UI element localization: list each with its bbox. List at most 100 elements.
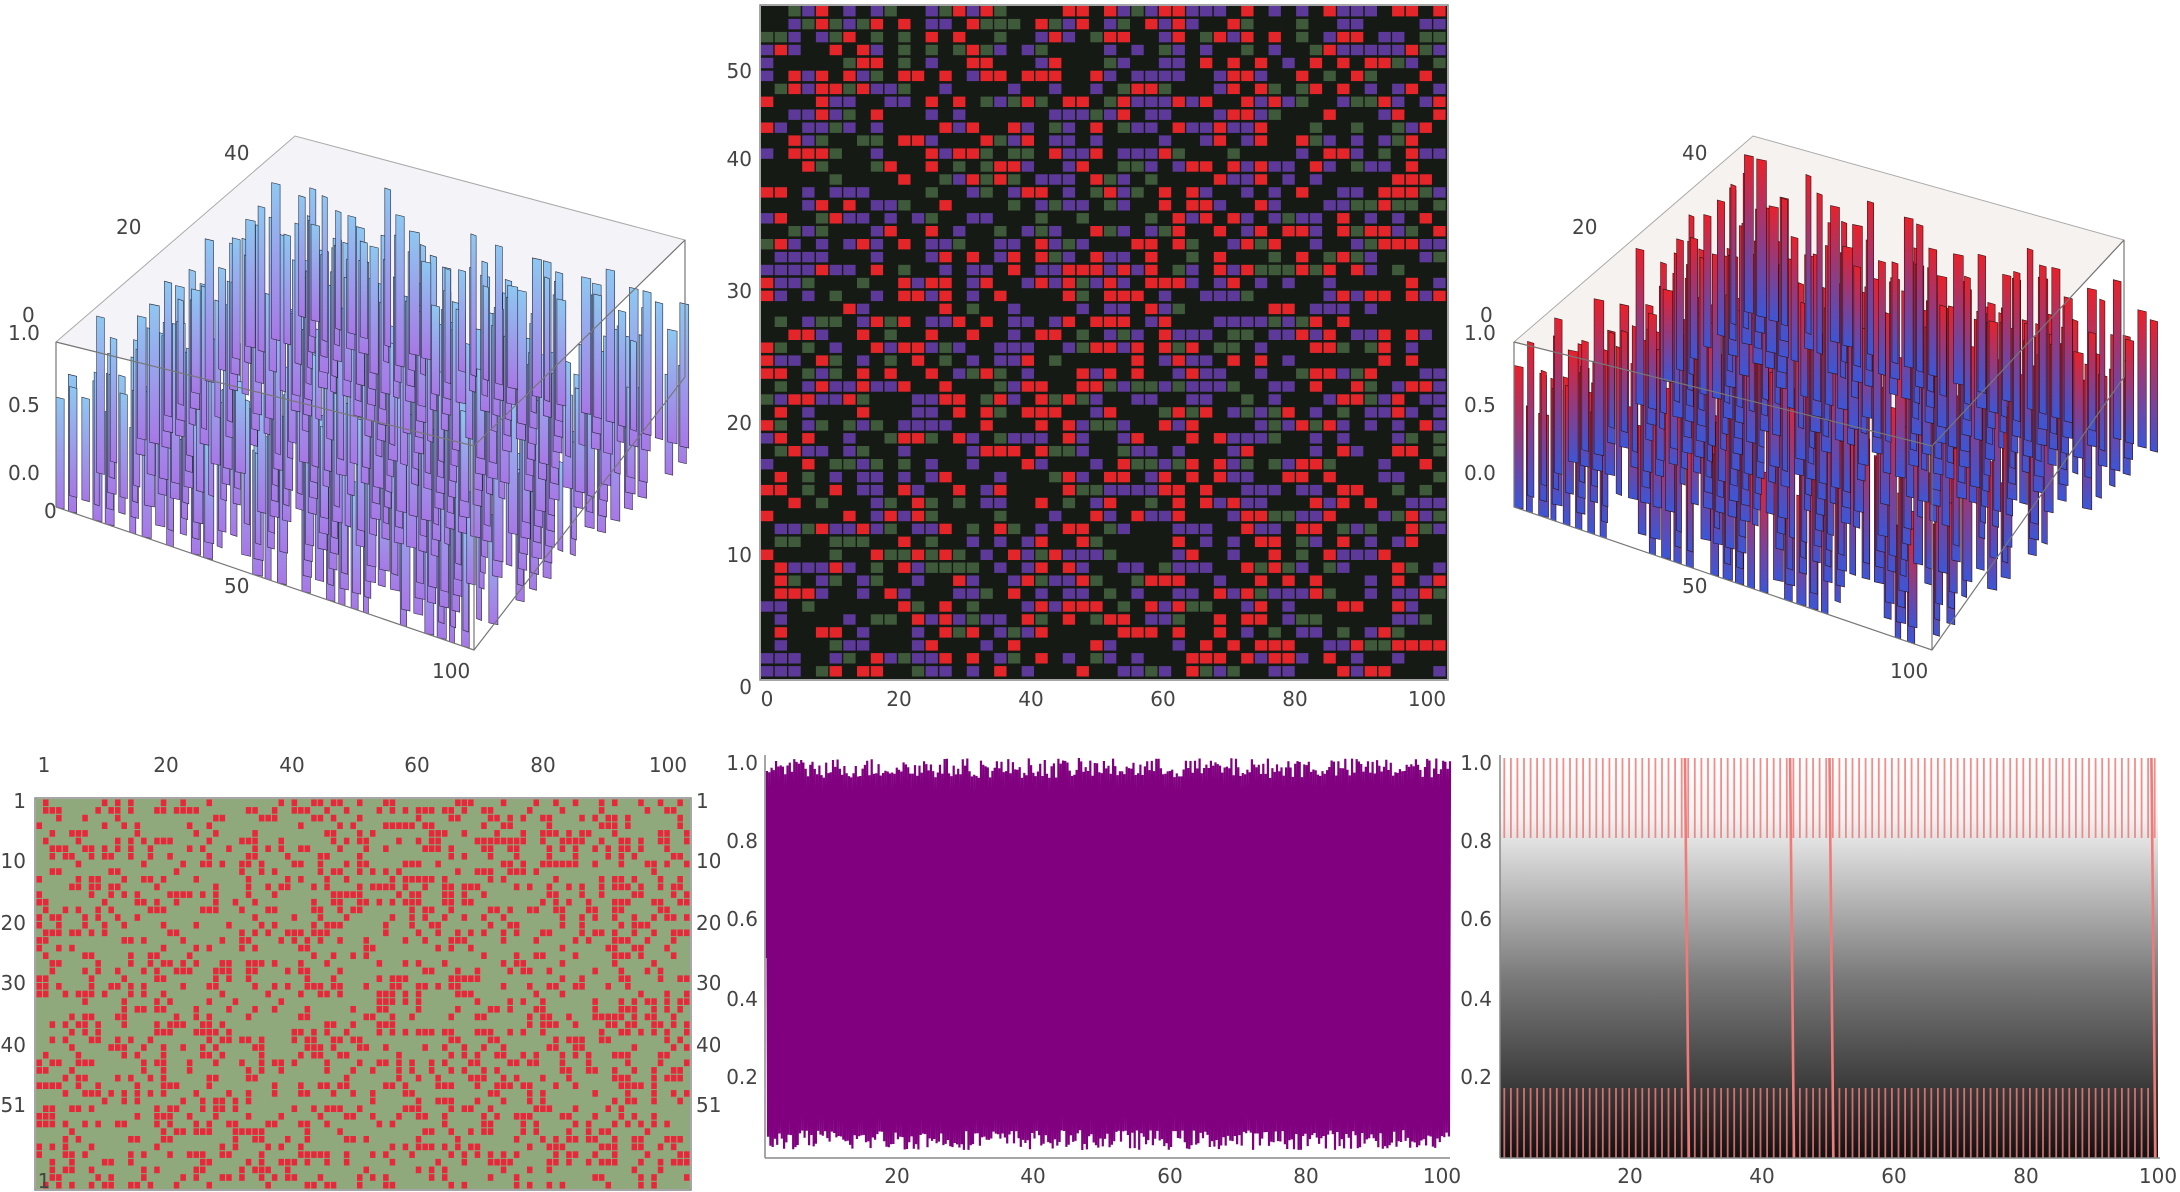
array-cell — [402, 990, 409, 998]
density-cell — [1062, 251, 1076, 263]
density-cell — [911, 290, 925, 302]
array-cell — [376, 975, 383, 982]
array-cell — [278, 845, 284, 852]
array-cell — [363, 1013, 369, 1021]
array-cell — [612, 906, 618, 914]
density-cell — [1419, 239, 1432, 250]
density-cell — [1076, 368, 1089, 379]
density-cell — [761, 96, 774, 107]
density-cell — [1158, 303, 1172, 315]
array-cell — [533, 1120, 539, 1128]
density-cell — [1241, 264, 1254, 276]
array-cell — [245, 883, 252, 891]
line-gradient-axes — [1499, 755, 2160, 1159]
array-cell — [638, 1028, 644, 1036]
density-cell — [980, 497, 993, 509]
density-cell — [1405, 187, 1419, 198]
density-cell — [1392, 640, 1405, 651]
array-cell — [49, 1174, 56, 1181]
density-cell — [1049, 109, 1062, 120]
density-cell — [1035, 497, 1048, 509]
array-cell — [546, 1143, 553, 1151]
density-cell — [1405, 57, 1419, 69]
density-cell — [1309, 407, 1323, 418]
surface-bar — [2149, 319, 2158, 453]
tick-label: 0 — [739, 675, 752, 699]
density-cell — [994, 627, 1007, 638]
array-cell — [298, 1051, 304, 1059]
array-cell — [49, 1120, 56, 1128]
density-cell — [1323, 44, 1336, 56]
density-cell — [1227, 213, 1240, 224]
array-cell — [343, 1028, 350, 1036]
array-cell — [402, 1105, 409, 1112]
array-cell — [304, 1158, 311, 1166]
density-cell — [1117, 226, 1130, 237]
density-cell — [1131, 122, 1144, 133]
density-cell — [1200, 484, 1213, 496]
array-cell — [448, 883, 454, 891]
array-cell — [324, 929, 330, 937]
array-cell — [291, 929, 298, 937]
array-cell — [36, 1120, 42, 1128]
density-cell — [761, 213, 774, 224]
density-cell — [802, 187, 815, 198]
density-cell — [1200, 355, 1213, 366]
array-cell — [265, 906, 271, 914]
tick-label: 40 — [1749, 1164, 1774, 1188]
density-cell — [1282, 329, 1295, 340]
array-cell — [513, 1151, 520, 1158]
density-cell — [1035, 446, 1048, 457]
array-cell — [115, 967, 121, 975]
array-cell — [402, 898, 409, 906]
density-cell — [1049, 83, 1062, 95]
surface-bar — [1953, 253, 1964, 386]
density-cell — [1337, 83, 1350, 95]
array-cell — [36, 1143, 42, 1151]
array-cell — [337, 906, 343, 914]
density-cell — [911, 277, 925, 289]
density-cell — [802, 226, 815, 237]
density-cell — [884, 433, 897, 444]
array-cell — [644, 937, 651, 944]
density-cell — [829, 562, 842, 573]
density-cell — [911, 420, 925, 431]
density-cell — [761, 122, 774, 133]
density-cell — [884, 497, 897, 509]
array-cell — [88, 975, 95, 982]
array-cell — [252, 807, 258, 814]
density-cell — [1419, 187, 1432, 198]
density-cell — [857, 666, 870, 677]
density-cell — [966, 459, 980, 470]
array-cell — [258, 1059, 265, 1067]
array-cell — [638, 1143, 644, 1151]
density-cell — [1104, 96, 1117, 107]
density-cell — [1227, 342, 1240, 353]
density-cell — [1213, 459, 1227, 470]
array-cell — [43, 1105, 49, 1112]
density-cell — [1021, 614, 1034, 625]
density-cell — [1392, 213, 1405, 224]
density-cell — [774, 251, 787, 263]
array-cell — [507, 860, 513, 868]
density-cell — [1309, 329, 1323, 340]
density-cell — [1227, 161, 1240, 172]
array-cell — [95, 876, 101, 883]
density-cell — [939, 70, 952, 82]
array-cell — [200, 1158, 206, 1166]
array-cell — [357, 1059, 363, 1067]
density-cell — [1364, 640, 1377, 651]
density-cell — [1213, 264, 1227, 276]
density-cell — [1405, 433, 1419, 444]
density-cell — [1104, 407, 1117, 418]
density-cell — [1076, 471, 1089, 483]
array-cell — [474, 868, 481, 875]
density-cell — [953, 44, 966, 56]
array-cell — [115, 1044, 121, 1051]
density-cell — [980, 277, 993, 289]
array-cell — [572, 1044, 579, 1051]
density-cell — [1104, 187, 1117, 198]
density-cell — [761, 601, 774, 612]
density-cell — [1405, 135, 1419, 146]
array-cell — [572, 1082, 579, 1089]
